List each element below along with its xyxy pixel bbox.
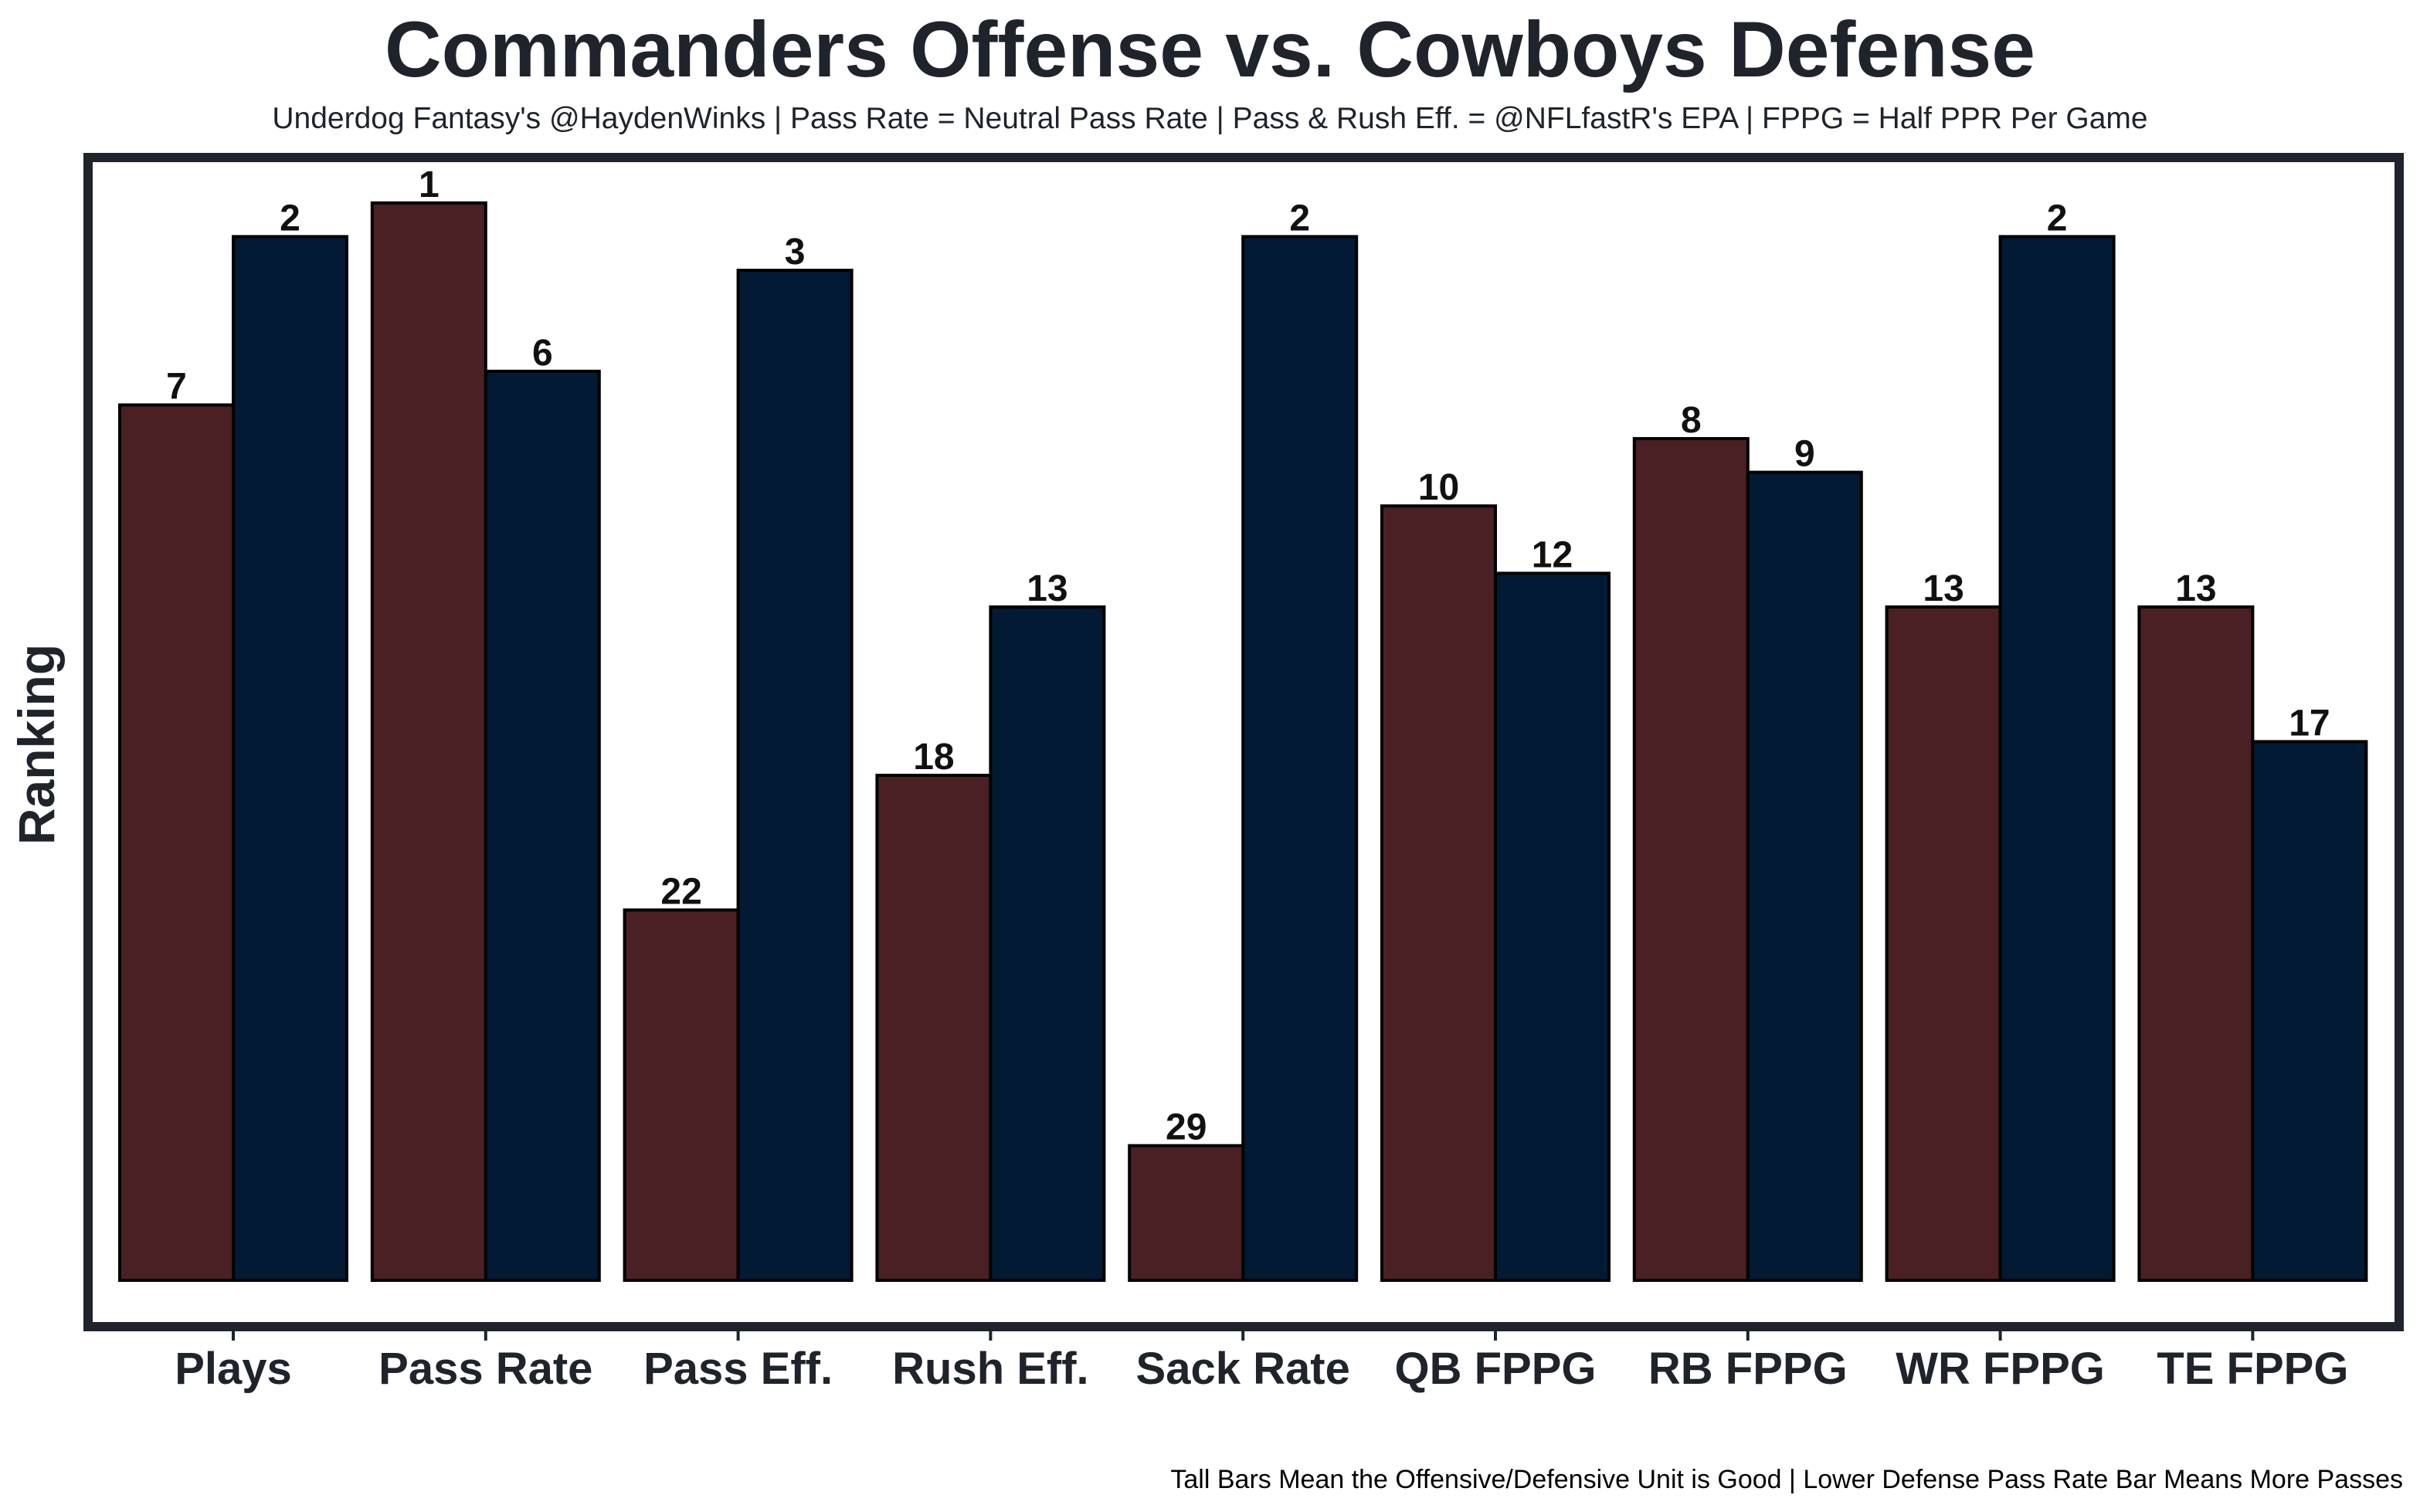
bar-offense-qb-fppg (1380, 504, 1497, 1282)
bar-offense-plays (118, 403, 235, 1282)
bar-label-defense-rb-fppg: 9 (1794, 434, 1815, 475)
bar-defense-qb-fppg (1494, 571, 1611, 1282)
x-tick-label: QB FPPG (1394, 1344, 1596, 1394)
bar-offense-pass-eff (623, 908, 740, 1283)
bar-defense-plays (232, 235, 348, 1282)
bar-label-offense-plays: 7 (166, 366, 187, 407)
bar-label-offense-pass-eff: 22 (660, 871, 701, 912)
bar-label-offense-te-fppg: 13 (2175, 568, 2216, 609)
bar-defense-rb-fppg (1746, 470, 1863, 1282)
bar-label-defense-qb-fppg: 12 (1532, 534, 1573, 575)
bar-defense-wr-fppg (1998, 235, 2116, 1282)
bar-defense-pass-rate (484, 369, 601, 1282)
bar-label-offense-pass-rate: 1 (419, 164, 440, 205)
bar-label-defense-plays: 2 (280, 198, 300, 239)
x-tick-label: TE FPPG (2157, 1344, 2348, 1394)
bar-offense-rb-fppg (1632, 437, 1750, 1282)
x-tick-label: WR FPPG (1896, 1344, 2105, 1394)
bar-defense-pass-eff (736, 269, 854, 1282)
bar-defense-te-fppg (2251, 740, 2368, 1282)
bar-label-offense-sack-rate: 29 (1166, 1107, 1207, 1148)
bar-label-defense-te-fppg: 17 (2289, 703, 2330, 744)
chart-title: Commanders Offense vs. Cowboys Defense (385, 5, 2035, 93)
chart-footnote: Tall Bars Mean the Offensive/Defensive U… (1170, 1465, 2403, 1494)
x-tick-label: RB FPPG (1648, 1344, 1848, 1394)
bar-offense-te-fppg (2137, 605, 2255, 1282)
bar-label-offense-rush-eff: 18 (913, 737, 954, 778)
bar-defense-sack-rate (1241, 235, 1359, 1282)
bar-offense-wr-fppg (1885, 605, 2002, 1282)
bar-label-defense-pass-rate: 6 (532, 333, 553, 374)
bar-label-offense-qb-fppg: 10 (1418, 467, 1459, 508)
bar-label-offense-wr-fppg: 13 (1923, 568, 1963, 609)
chart-subtitle: Underdog Fantasy's @HaydenWinks | Pass R… (272, 102, 2148, 135)
bar-offense-pass-rate (370, 201, 487, 1282)
x-tick-label: Plays (175, 1344, 292, 1394)
y-axis-label: Ranking (8, 644, 65, 845)
bar-label-defense-rush-eff: 13 (1027, 568, 1067, 609)
bar-label-offense-rb-fppg: 8 (1681, 400, 1702, 441)
bar-defense-rush-eff (989, 605, 1106, 1282)
bar-offense-rush-eff (875, 774, 993, 1282)
bar-offense-sack-rate (1128, 1144, 1245, 1282)
bar-label-defense-pass-eff: 3 (785, 232, 806, 273)
x-tick-label: Pass Eff. (643, 1344, 833, 1394)
x-tick-label: Pass Rate (378, 1344, 592, 1394)
x-tick-label: Sack Rate (1136, 1344, 1350, 1394)
bar-label-defense-sack-rate: 2 (1289, 198, 1310, 239)
bar-label-defense-wr-fppg: 2 (2047, 198, 2068, 239)
x-tick-label: Rush Eff. (892, 1344, 1089, 1394)
